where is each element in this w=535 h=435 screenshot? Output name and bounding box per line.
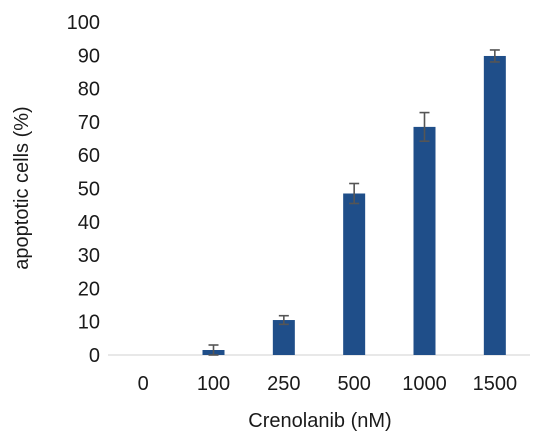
- y-tick-label: 100: [67, 12, 100, 34]
- x-tick-label: 250: [267, 373, 300, 395]
- bar-1000: [413, 126, 436, 356]
- y-tick-label: 0: [89, 345, 100, 367]
- x-tick-label: 100: [197, 373, 230, 395]
- bar-1500: [483, 55, 506, 355]
- y-axis-title: apoptotic cells (%): [11, 106, 33, 269]
- error-bar-250: [278, 314, 289, 326]
- y-tick-label: 80: [78, 79, 100, 101]
- bars: [202, 55, 506, 356]
- error-bar-100: [208, 344, 219, 356]
- x-axis-title: Crenolanib (nM): [248, 410, 391, 432]
- bar-500: [343, 193, 366, 355]
- y-tick-label: 40: [78, 212, 100, 234]
- error-bar-500: [349, 182, 360, 205]
- x-tick-label: 500: [337, 373, 370, 395]
- y-tick-label: 90: [78, 45, 100, 67]
- y-tick-label: 10: [78, 312, 100, 334]
- error-bars: [208, 49, 500, 356]
- x-tick-label: 1500: [473, 373, 518, 395]
- y-tick-label: 20: [78, 278, 100, 300]
- y-tick-label: 60: [78, 145, 100, 167]
- x-axis-ticks: 0 100 250 500 1000 1500: [138, 373, 517, 395]
- x-tick-label: 0: [138, 373, 149, 395]
- error-bar-1500: [489, 49, 500, 63]
- error-bar-1000: [419, 111, 430, 143]
- bar-250: [272, 320, 295, 355]
- x-tick-label: 1000: [402, 373, 447, 395]
- y-axis-ticks: 0 10 20 30 40 50 60 70 80 90 100: [67, 12, 100, 367]
- y-tick-label: 50: [78, 179, 100, 201]
- y-tick-label: 70: [78, 112, 100, 134]
- y-tick-label: 30: [78, 245, 100, 267]
